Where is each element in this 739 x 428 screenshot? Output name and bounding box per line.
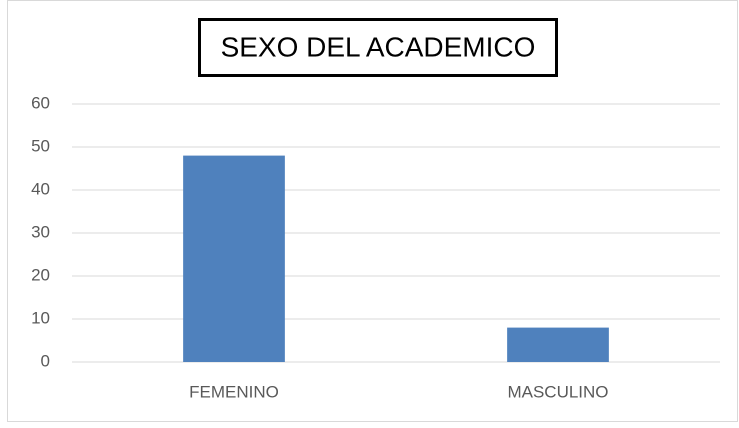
bar: [183, 155, 285, 362]
bar: [507, 327, 609, 362]
chart-title: SEXO DEL ACADEMICO: [221, 31, 536, 62]
y-tick-label: 10: [31, 308, 50, 327]
x-tick-label: FEMENINO: [189, 382, 279, 401]
y-tick-label: 40: [31, 179, 50, 198]
x-tick-label: MASCULINO: [507, 382, 608, 401]
y-tick-label: 60: [31, 93, 50, 112]
y-tick-label: 20: [31, 265, 50, 284]
y-tick-label: 50: [31, 136, 50, 155]
title-box: [198, 18, 558, 77]
y-tick-label: 30: [31, 222, 50, 241]
y-tick-label: 0: [41, 351, 50, 370]
